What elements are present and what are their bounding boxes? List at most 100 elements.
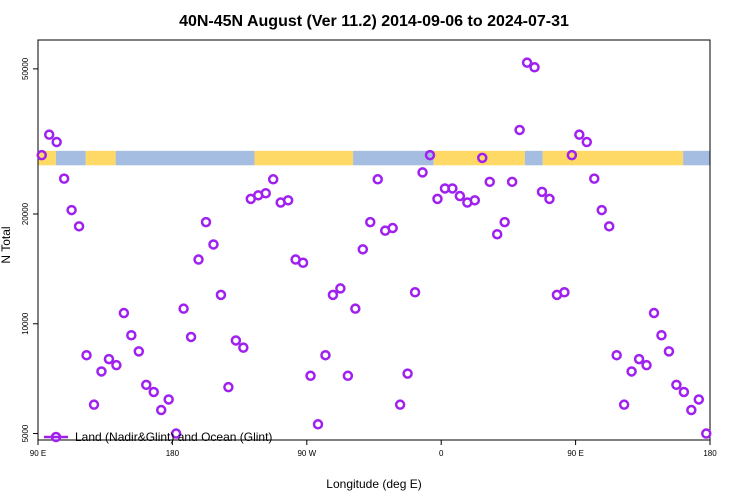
data-point (491, 228, 503, 240)
data-points (36, 57, 712, 439)
data-point (260, 187, 271, 199)
strip-segment-land (254, 150, 354, 166)
data-point (432, 193, 443, 205)
data-point (521, 57, 533, 68)
data-point (581, 136, 593, 148)
legend-label: Land (Nadir&Glint) and Ocean (Glint) (75, 430, 272, 444)
data-point (499, 216, 510, 228)
strip-segment-ocean (524, 150, 543, 166)
data-point (701, 428, 712, 439)
y-tick-label: 5000 (21, 424, 30, 442)
data-point (208, 239, 219, 250)
strip-segment-ocean (55, 150, 86, 166)
data-point (230, 335, 242, 346)
data-point (544, 193, 555, 205)
data-point (185, 331, 197, 343)
data-point (238, 342, 249, 353)
data-point (118, 307, 130, 319)
data-point (574, 129, 585, 140)
y-tick-label: 50000 (21, 57, 30, 80)
strip-segment-ocean (683, 150, 710, 166)
y-axis: 5000 10000 20000 50000 (21, 57, 38, 442)
data-point (424, 149, 436, 161)
data-point (671, 379, 682, 391)
data-point (656, 330, 667, 341)
x-tick-label: 0 (439, 449, 444, 458)
strip-segment-ocean (353, 150, 434, 166)
data-point (641, 359, 652, 371)
data-point (447, 183, 458, 194)
data-point (327, 289, 339, 301)
surface-strip (38, 150, 710, 166)
data-point (566, 149, 578, 161)
data-point (365, 216, 376, 228)
data-point (633, 353, 645, 365)
x-axis-label: Longitude (deg E) (326, 477, 421, 491)
data-point (36, 149, 47, 161)
data-point (88, 399, 100, 410)
strip-segment-land (38, 150, 56, 166)
y-tick-label: 20000 (21, 202, 30, 225)
data-point (409, 287, 421, 298)
data-point (603, 221, 615, 232)
data-point (297, 257, 309, 268)
data-point (155, 404, 167, 416)
y-axis-label: N Total (0, 226, 13, 263)
data-point (387, 222, 398, 234)
chart-title: 40N-45N August (Ver 11.2) 2014-09-06 to … (179, 13, 569, 30)
data-point (454, 190, 466, 202)
data-point (73, 221, 85, 232)
x-tick-label: 90 E (30, 449, 46, 458)
data-point (342, 370, 354, 382)
data-point (477, 152, 488, 164)
x-axis: 90 E 180 90 W 0 90 E 180 (30, 440, 717, 458)
data-point (267, 174, 279, 185)
data-point (148, 386, 159, 398)
y-tick-label: 10000 (21, 312, 30, 335)
data-point (66, 204, 77, 216)
data-point (693, 394, 705, 405)
data-point (200, 216, 212, 228)
data-point (170, 428, 182, 439)
data-point (357, 244, 369, 255)
data-point (514, 124, 525, 136)
data-point (282, 195, 294, 206)
data-point (96, 366, 107, 377)
data-point (350, 303, 361, 314)
data-point (417, 167, 428, 178)
x-tick-label: 90 E (567, 449, 583, 458)
data-point (133, 346, 145, 357)
legend: Land (Nadir&Glint) and Ocean (Glint) (44, 430, 272, 444)
data-point (81, 349, 92, 361)
data-point (469, 195, 481, 206)
data-point (193, 254, 204, 265)
data-point (402, 368, 413, 379)
data-point (596, 204, 607, 216)
data-point (178, 303, 189, 314)
strip-segment-ocean (115, 150, 255, 166)
data-point (626, 366, 637, 377)
data-point (648, 307, 660, 319)
data-point (126, 330, 137, 341)
data-point (529, 62, 540, 73)
x-tick-label: 180 (166, 449, 180, 458)
data-point (506, 176, 518, 188)
plot-frame (37, 39, 711, 441)
data-point (305, 370, 316, 382)
data-point (43, 129, 55, 140)
x-tick-label: 90 W (297, 449, 316, 458)
legend-swatch-marker (50, 431, 62, 443)
data-point (686, 404, 697, 416)
data-point (372, 174, 383, 185)
data-point (103, 353, 115, 365)
strip-segment-land (85, 150, 116, 166)
data-point (58, 173, 70, 184)
data-point (223, 381, 234, 393)
data-point (618, 399, 630, 410)
data-point (141, 379, 152, 391)
data-point (536, 186, 548, 198)
data-point (559, 287, 570, 298)
data-point (51, 136, 62, 148)
data-point (312, 419, 324, 430)
